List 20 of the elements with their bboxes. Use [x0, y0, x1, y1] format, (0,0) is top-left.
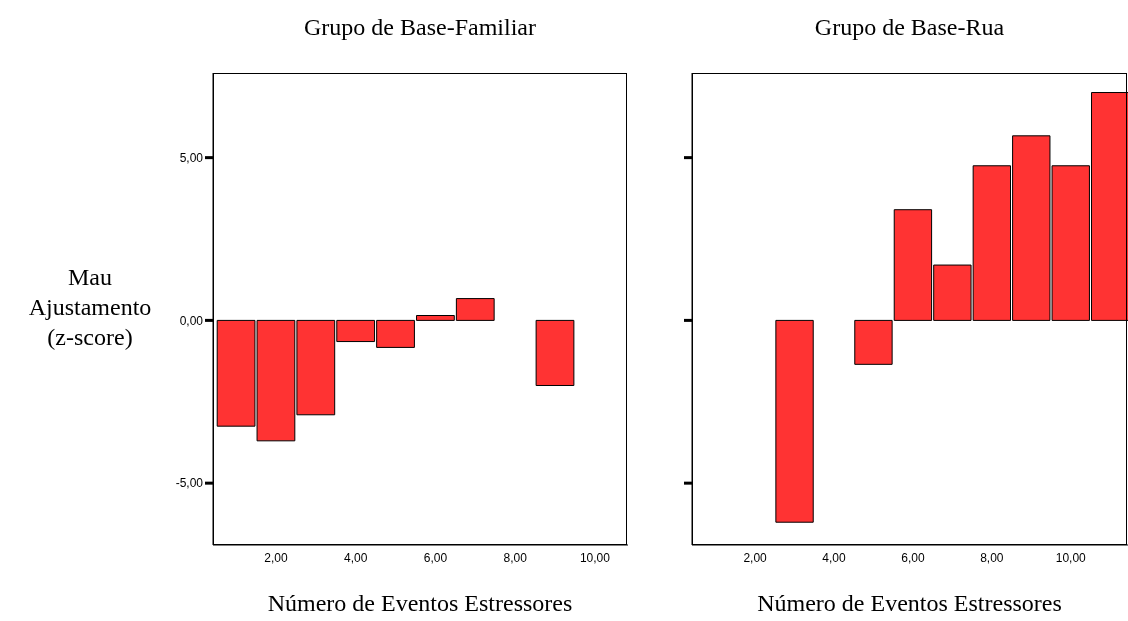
y-tick-label: -5,00 — [175, 476, 204, 491]
x-tick-label: 10,00 — [1055, 550, 1087, 565]
x-tick-label: 10,00 — [579, 550, 611, 565]
x-tick-label: 2,00 — [743, 550, 768, 565]
y-tick-label: 5,00 — [179, 150, 204, 165]
y-tick-label: 0,00 — [179, 313, 204, 328]
x-tick-label: 4,00 — [822, 550, 847, 565]
x-tick-label: 2,00 — [264, 550, 288, 565]
bar — [535, 319, 575, 386]
bar — [775, 319, 814, 523]
x-tick-label: 4,00 — [344, 550, 368, 565]
chart-title: Grupo de Base-Familiar — [303, 14, 537, 41]
x-tick-label: 6,00 — [901, 550, 925, 565]
y-axis-title: Mau Ajustamento (z-score) — [27, 263, 153, 352]
chart-title: Grupo de Base-Rua — [813, 14, 1006, 41]
x-tick-label: 8,00 — [503, 550, 528, 565]
x-axis-title: Número de Eventos Estressores — [756, 590, 1063, 617]
x-tick-label: 6,00 — [423, 550, 448, 565]
x-tick-label: 8,00 — [980, 550, 1004, 565]
x-axis-title: Número de Eventos Estressores — [266, 590, 574, 617]
